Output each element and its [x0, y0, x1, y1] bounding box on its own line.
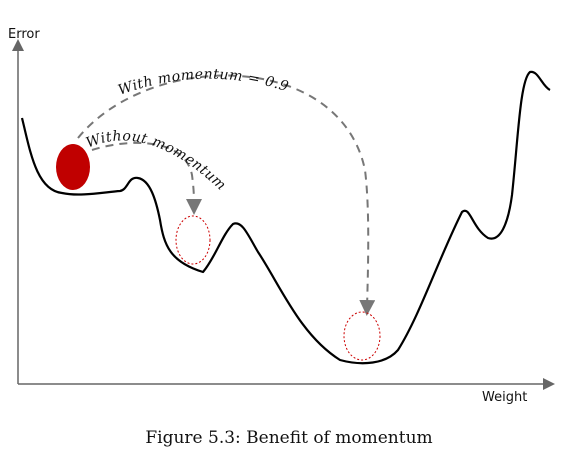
y-axis-label: Error: [8, 27, 40, 42]
with-momentum-target: [343, 311, 381, 361]
with-momentum-label-path: With momentum = 0.9: [116, 67, 290, 99]
x-axis-label: Weight: [482, 390, 527, 405]
without-momentum-target: [175, 215, 211, 265]
without-momentum-label: Without momentum: [84, 128, 229, 194]
with-momentum-arrow: [77, 74, 376, 316]
with-momentum-label: With momentum = 0.9: [116, 67, 291, 99]
without-momentum-arrow: [91, 141, 202, 215]
error-curve: [20, 70, 551, 365]
figure-caption: Figure 5.3: Benefit of momentum: [145, 428, 433, 448]
without-momentum-label-path: Without momentum: [84, 128, 229, 194]
ball: [56, 144, 90, 190]
